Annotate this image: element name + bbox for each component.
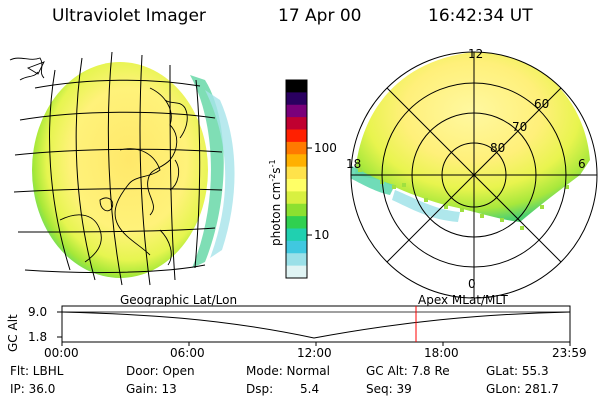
- polar-lat-70: 70: [512, 120, 528, 134]
- polar-mlat-mlt-plot: [350, 51, 598, 299]
- timeline-left-title: Geographic Lat/Lon: [120, 293, 238, 307]
- colorbar-segment: [286, 216, 307, 230]
- polar-label-12: 12: [468, 47, 484, 61]
- colorbar-segment: [286, 203, 307, 217]
- info-seq: Seq: 39: [366, 382, 412, 396]
- timeline-y-top: 9.0: [28, 305, 48, 319]
- info-gc-alt: GC Alt: 7.8 Re: [366, 364, 450, 378]
- polar-lat-60: 60: [534, 97, 550, 111]
- colorbar-segment: [286, 141, 307, 155]
- info-dsp-label: Dsp:: [246, 382, 274, 396]
- colorbar-tick-10: 10: [314, 228, 330, 242]
- info-ip: IP: 36.0: [10, 382, 56, 396]
- colorbar-segment: [286, 265, 307, 279]
- polar-label-6: 6: [578, 157, 586, 171]
- image-time: 16:42:34 UT: [428, 6, 533, 26]
- info-dsp-value: 5.4: [300, 382, 320, 396]
- info-gain: Gain: 13: [126, 382, 177, 396]
- colorbar: [286, 80, 307, 279]
- colorbar-tick-100: 100: [314, 141, 337, 155]
- polar-label-18: 18: [346, 157, 362, 171]
- colorbar-segment: [286, 191, 307, 205]
- time-tick-1200: 12:00: [297, 346, 332, 360]
- colorbar-segment: [286, 104, 307, 118]
- colorbar-unit-label: photon cm-2s-1: [268, 159, 283, 246]
- colorbar-segment: [286, 228, 307, 242]
- colorbar-segment: [286, 240, 307, 254]
- time-tick-2359: 23:59: [552, 346, 587, 360]
- info-mode: Mode: Normal: [246, 364, 330, 378]
- polar-lat-80: 80: [490, 141, 506, 155]
- info-filter: Flt: LBHL: [10, 364, 64, 378]
- time-tick-0000: 00:00: [44, 346, 79, 360]
- colorbar-segment: [286, 179, 307, 192]
- polar-label-0: 0: [468, 277, 476, 291]
- image-date: 17 Apr 00: [278, 6, 362, 26]
- timeline-plot: [57, 305, 571, 346]
- time-tick-1800: 18:00: [424, 346, 459, 360]
- instrument-title: Ultraviolet Imager: [52, 6, 206, 26]
- colorbar-segment: [286, 253, 307, 267]
- time-tick-0600: 06:00: [170, 346, 205, 360]
- colorbar-segment: [286, 129, 307, 143]
- info-glat: GLat: 55.3: [486, 364, 549, 378]
- colorbar-segment: [286, 117, 307, 131]
- colorbar-segment: [286, 92, 307, 106]
- timeline-ylabel: GC Alt: [6, 314, 20, 352]
- geographic-earth-image: [9, 51, 235, 288]
- colorbar-segment: [286, 166, 307, 180]
- timeline-y-bottom: 1.8: [28, 330, 48, 344]
- colorbar-segment: [286, 80, 307, 93]
- info-glon: GLon: 281.7: [486, 382, 559, 396]
- info-door: Door: Open: [126, 364, 195, 378]
- timeline-right-title: Apex MLat/MLT: [418, 293, 508, 307]
- colorbar-segment: [286, 154, 307, 168]
